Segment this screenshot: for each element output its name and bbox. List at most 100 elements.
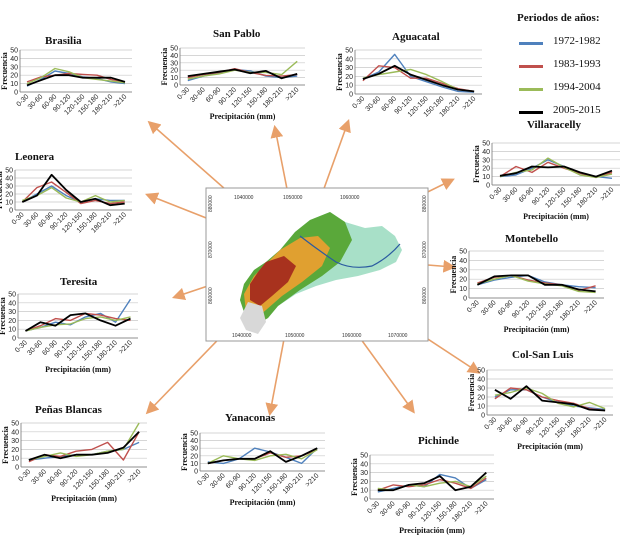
y-tick-label: 0 bbox=[364, 497, 368, 504]
y-tick-label: 0 bbox=[463, 296, 467, 303]
map-x-tick-top: 1040000 bbox=[234, 195, 254, 201]
y-tick-label: 20 bbox=[10, 73, 18, 80]
y-tick-label: 40 bbox=[345, 56, 353, 63]
x-tick-label: >210 bbox=[126, 468, 142, 484]
x-tick-label: 0-30 bbox=[466, 299, 481, 314]
y-tick-label: 20 bbox=[5, 192, 13, 199]
chart-title: Pichinde bbox=[418, 435, 459, 447]
x-tick-label: >210 bbox=[474, 500, 490, 516]
y-tick-label: 0 bbox=[9, 208, 13, 215]
y-tick-label: 10 bbox=[360, 488, 368, 495]
y-tick-label: 50 bbox=[360, 453, 368, 460]
map-x-tick-bottom: 1070000 bbox=[388, 333, 408, 339]
legend-label: 1994-2004 bbox=[553, 81, 601, 93]
chart-title: Aguacatal bbox=[392, 31, 440, 43]
chart-col-san-luis: Col-San Luis01020304050Frecuencia0-3030-… bbox=[467, 349, 613, 451]
map-relief-zone bbox=[240, 302, 266, 334]
series-line-1983-1993 bbox=[362, 65, 475, 93]
y-axis-label: Frecuencia bbox=[449, 256, 458, 294]
y-tick-label: 50 bbox=[190, 431, 198, 438]
chart-title: Montebello bbox=[505, 233, 559, 245]
x-axis-label: Precipitación (mm) bbox=[504, 325, 570, 334]
y-tick-label: 0 bbox=[481, 413, 485, 420]
x-tick-label: >210 bbox=[461, 95, 477, 111]
y-tick-label: 20 bbox=[170, 68, 178, 75]
y-tick-label: 40 bbox=[11, 429, 19, 436]
x-tick-label: 30-60 bbox=[365, 95, 383, 113]
legend-swatch bbox=[519, 65, 543, 68]
series-line-1972-1982 bbox=[28, 441, 140, 461]
map-y-tick-right: 880000 bbox=[422, 195, 428, 212]
series-line-2005-2015 bbox=[494, 385, 606, 412]
chart-title: Col-San Luis bbox=[512, 349, 574, 361]
series-line-2005-2015 bbox=[26, 74, 126, 87]
x-tick-label: >210 bbox=[583, 299, 599, 315]
x-tick-label: >210 bbox=[599, 186, 615, 202]
y-tick-label: 50 bbox=[170, 46, 178, 53]
map-y-tick-right: 860000 bbox=[422, 287, 428, 304]
y-tick-label: 20 bbox=[360, 479, 368, 486]
elevation-map: 1040000 1050000 1060000 1040000 1050000 10600… bbox=[205, 187, 429, 342]
y-tick-label: 20 bbox=[459, 277, 467, 284]
legend-label: 1972-1982 bbox=[553, 35, 601, 47]
y-axis-label: Frecuencia bbox=[350, 458, 359, 496]
y-tick-label: 40 bbox=[8, 300, 16, 307]
legend-title: Periodos de años: bbox=[517, 12, 600, 24]
chart-leonera: Leonera01020304050Frecuencia0-3030-6060-… bbox=[0, 151, 132, 235]
x-tick-label: 30-60 bbox=[189, 86, 207, 104]
series-line-2005-2015 bbox=[377, 471, 487, 492]
legend-item-1994-2004: 1994-2004 bbox=[515, 78, 623, 101]
y-tick-label: 10 bbox=[170, 75, 178, 82]
x-tick-label: 30-60 bbox=[26, 339, 44, 357]
x-axis-label: Precipitación (mm) bbox=[230, 498, 296, 507]
y-tick-label: 10 bbox=[8, 327, 16, 334]
y-tick-label: 40 bbox=[459, 258, 467, 265]
y-tick-label: 30 bbox=[360, 470, 368, 477]
legend-label: 1983-1993 bbox=[553, 58, 601, 70]
x-tick-label: 30-60 bbox=[209, 472, 227, 490]
y-tick-label: 10 bbox=[459, 286, 467, 293]
y-tick-label: 50 bbox=[11, 421, 19, 428]
y-tick-label: 0 bbox=[15, 465, 19, 472]
y-tick-label: 10 bbox=[190, 461, 198, 468]
y-tick-label: 30 bbox=[477, 386, 485, 393]
series-line-2005-2015 bbox=[476, 274, 596, 293]
y-tick-label: 40 bbox=[477, 377, 485, 384]
chart-title: Leonera bbox=[15, 151, 55, 163]
map-river bbox=[299, 235, 401, 268]
y-axis-label: Frecuencia bbox=[467, 374, 476, 412]
chart-teresita: Teresita01020304050Frecuencia0-3030-6060… bbox=[0, 276, 138, 374]
y-tick-label: 30 bbox=[170, 60, 178, 67]
x-axis-label: Precipitación (mm) bbox=[210, 112, 276, 121]
y-tick-label: 10 bbox=[10, 81, 18, 88]
series-line-1972-1982 bbox=[207, 447, 318, 465]
y-tick-label: 50 bbox=[345, 48, 353, 55]
x-tick-label: >210 bbox=[112, 211, 128, 227]
y-tick-label: 10 bbox=[477, 404, 485, 411]
y-tick-label: 30 bbox=[11, 438, 19, 445]
y-tick-label: 0 bbox=[12, 336, 16, 343]
x-tick-label: 30-60 bbox=[379, 500, 397, 518]
y-tick-label: 50 bbox=[477, 368, 485, 375]
y-tick-label: 30 bbox=[345, 65, 353, 72]
y-tick-label: 50 bbox=[5, 168, 13, 175]
y-tick-label: 20 bbox=[8, 318, 16, 325]
series-line-1994-2004 bbox=[494, 387, 606, 410]
map-y-tick-right: 870000 bbox=[422, 241, 428, 258]
series-line-1983-1993 bbox=[28, 431, 140, 463]
series-line-2005-2015 bbox=[28, 431, 140, 461]
y-tick-label: 40 bbox=[5, 176, 13, 183]
y-tick-label: 10 bbox=[482, 174, 490, 181]
x-tick-label: 30-60 bbox=[23, 211, 41, 229]
chart-title: Yanaconas bbox=[225, 412, 276, 424]
chart-title: Peñas Blancas bbox=[35, 404, 103, 416]
chart-title: San Pablo bbox=[213, 28, 261, 40]
chart-title: Brasilia bbox=[45, 35, 82, 47]
x-tick-label: >210 bbox=[118, 339, 134, 355]
y-tick-label: 40 bbox=[170, 53, 178, 60]
y-axis-label: Frecuencia bbox=[1, 426, 10, 464]
map-x-tick-bottom: 1050000 bbox=[285, 333, 305, 339]
y-tick-label: 30 bbox=[459, 267, 467, 274]
